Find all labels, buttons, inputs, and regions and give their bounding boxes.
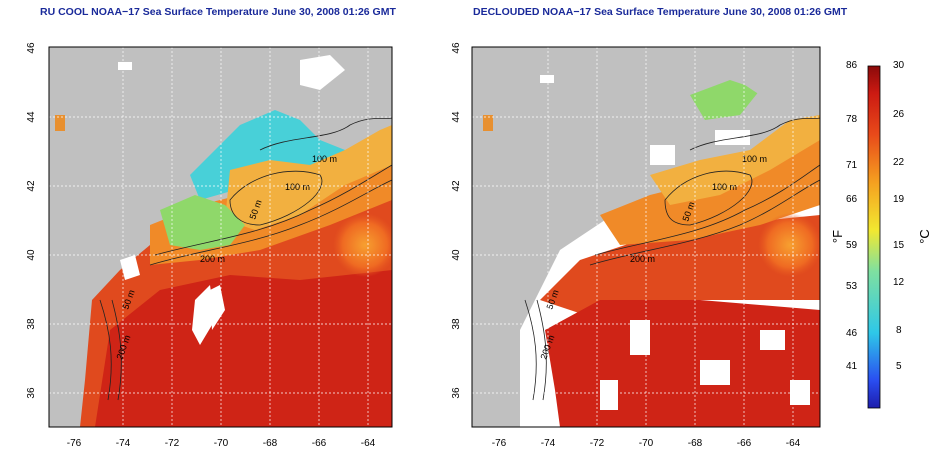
fahrenheit-label: 78 — [846, 114, 858, 125]
celsius-label: 12 — [893, 277, 905, 288]
celsius-label: 15 — [893, 240, 905, 251]
celsius-label: 19 — [893, 194, 905, 205]
y-tick-label: 46 — [26, 42, 37, 54]
coastal-green — [160, 195, 245, 250]
left-map-title: RU COOL NOAA−17 Sea Surface Temperature … — [40, 6, 396, 18]
cloud-patches — [540, 75, 810, 410]
warm-core-eddy — [758, 213, 820, 277]
celsius-label: 8 — [896, 325, 902, 336]
contour-label: 200 m — [630, 254, 655, 264]
cool-water — [690, 80, 760, 120]
right-x-axis: -76 -74 -72 -70 -68 -66 -64 — [492, 438, 801, 449]
hot-water — [95, 270, 392, 427]
mid-water — [225, 125, 392, 230]
cloud-patch — [192, 285, 215, 345]
hot-water — [545, 300, 820, 427]
fahrenheit-label: 71 — [846, 160, 858, 171]
grid-lines — [472, 47, 820, 427]
fahrenheit-label: 41 — [846, 361, 858, 372]
fahrenheit-label: 59 — [846, 240, 858, 251]
lake-patch — [55, 115, 65, 131]
right-map-frame — [471, 46, 821, 428]
warm-core-eddy — [333, 213, 392, 277]
cloud-patch — [120, 255, 140, 280]
lake-patch — [483, 115, 493, 131]
y-tick-label: 46 — [451, 42, 462, 54]
x-tick-label: -64 — [361, 438, 376, 449]
x-tick-label: -74 — [116, 438, 131, 449]
celsius-label: 22 — [893, 157, 905, 168]
x-tick-label: -70 — [214, 438, 229, 449]
y-tick-label: 36 — [26, 387, 37, 399]
coastline-land — [472, 47, 820, 427]
left-y-axis: 36 38 40 42 44 46 — [26, 42, 37, 399]
contour-label: 100 m — [742, 154, 767, 164]
contour-label: 100 m — [285, 182, 310, 192]
fahrenheit-label: 66 — [846, 194, 858, 205]
fahrenheit-label: 86 — [846, 60, 858, 71]
x-tick-label: -76 — [67, 438, 82, 449]
y-tick-label: 36 — [451, 387, 462, 399]
contour-label: 100 m — [312, 154, 337, 164]
y-tick-label: 42 — [451, 180, 462, 192]
right-map-title: DECLOUDED NOAA−17 Sea Surface Temperatur… — [473, 6, 848, 18]
x-tick-label: -68 — [263, 438, 278, 449]
x-tick-label: -76 — [492, 438, 507, 449]
cloud-patch — [118, 62, 132, 70]
coastline-land — [49, 47, 392, 427]
x-tick-label: -66 — [737, 438, 752, 449]
y-tick-label: 44 — [451, 111, 462, 123]
celsius-label: 30 — [893, 60, 905, 71]
x-tick-label: -72 — [590, 438, 605, 449]
fahrenheit-label: 53 — [846, 281, 858, 292]
grid-lines — [49, 47, 392, 427]
x-tick-label: -70 — [639, 438, 654, 449]
left-x-axis: -76 -74 -72 -70 -68 -66 -64 — [67, 438, 376, 449]
y-tick-label: 42 — [26, 180, 37, 192]
y-tick-label: 38 — [451, 318, 462, 330]
y-tick-label: 38 — [26, 318, 37, 330]
y-tick-label: 44 — [26, 111, 37, 123]
right-map: 100 m 100 m 50 m 200 m 50 m 200 m — [472, 47, 820, 427]
x-tick-label: -74 — [541, 438, 556, 449]
left-map-frame — [48, 46, 393, 428]
bathymetry-contours — [524, 117, 820, 401]
x-tick-label: -68 — [688, 438, 703, 449]
y-tick-label: 40 — [451, 249, 462, 261]
mid-water — [650, 115, 820, 205]
warm-water — [540, 215, 820, 320]
left-map: 100 m 100 m 50 m 200 m 50 m 200 m — [49, 47, 392, 427]
contour-label: 100 m — [712, 182, 737, 192]
x-tick-label: -72 — [165, 438, 180, 449]
contour-label: 200 m — [200, 254, 225, 264]
colorbar — [867, 65, 881, 409]
x-tick-label: -64 — [786, 438, 801, 449]
bathymetry-contours — [99, 117, 392, 401]
fahrenheit-label: 46 — [846, 328, 858, 339]
fahrenheit-unit: °F — [830, 229, 846, 244]
celsius-unit: °C — [916, 229, 932, 244]
celsius-label: 5 — [896, 361, 902, 372]
right-y-axis: 36 38 40 42 44 46 — [451, 42, 462, 399]
x-tick-label: -66 — [312, 438, 327, 449]
y-tick-label: 40 — [26, 249, 37, 261]
cloud-patch — [300, 55, 345, 90]
celsius-label: 26 — [893, 109, 905, 120]
